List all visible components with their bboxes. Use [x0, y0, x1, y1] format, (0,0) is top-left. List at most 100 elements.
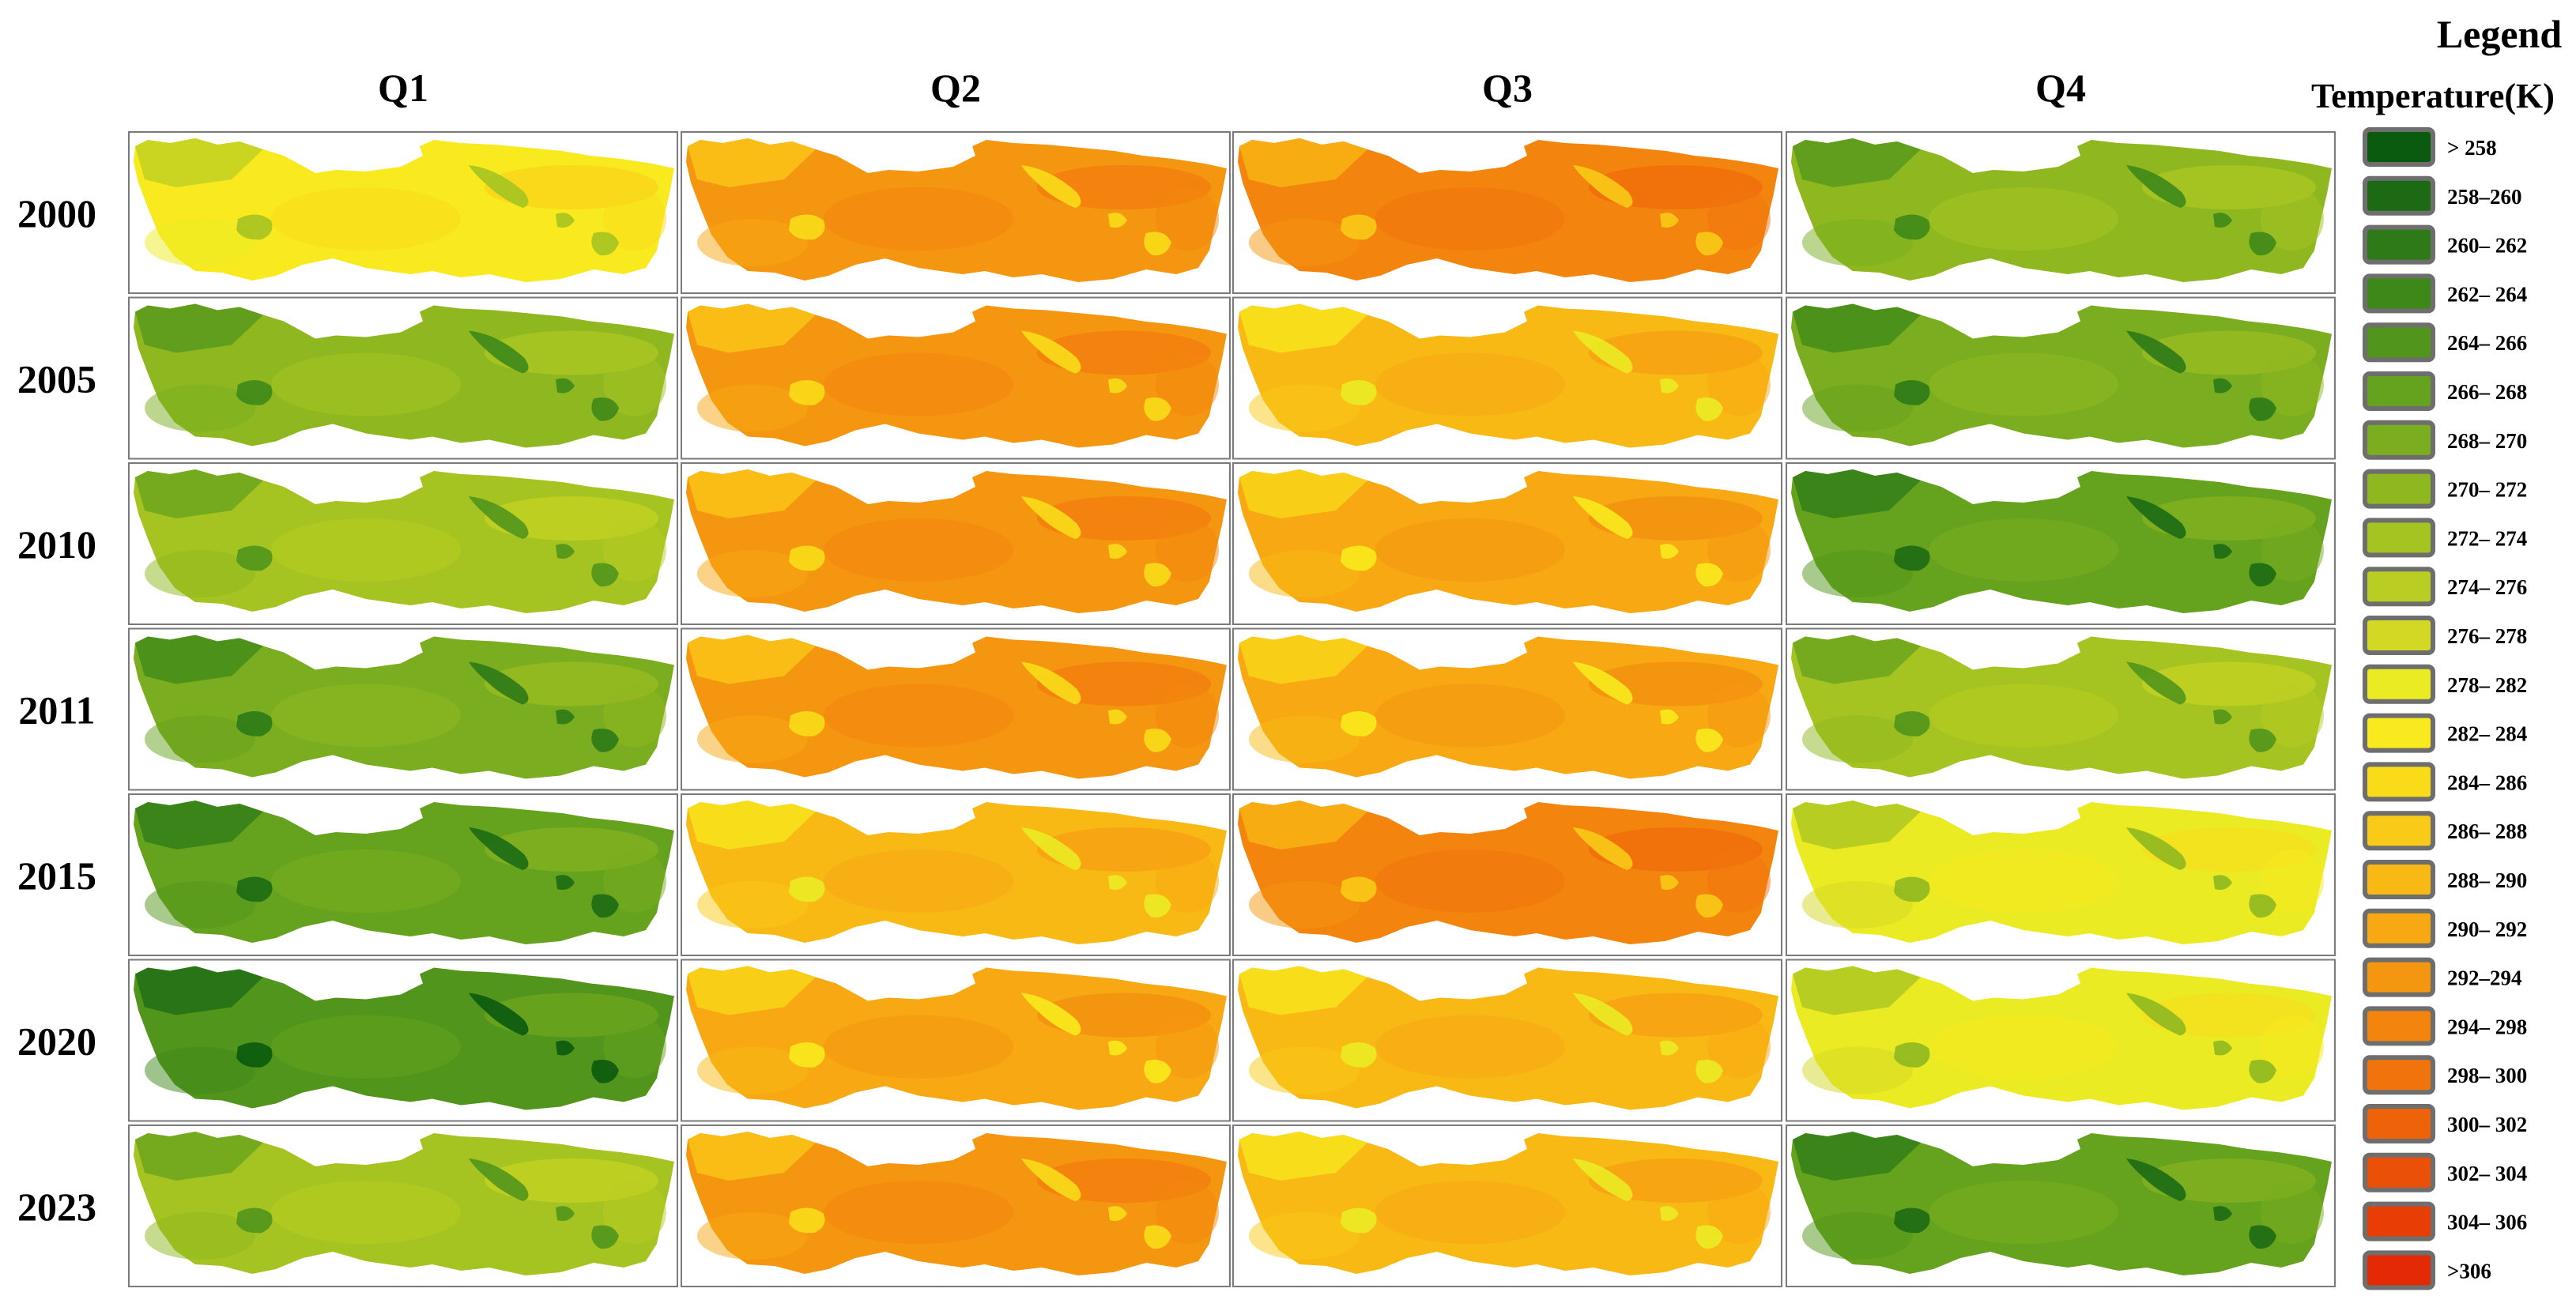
legend-swatch: [2363, 175, 2435, 216]
temperature-variation: [135, 303, 666, 432]
column-header-q1: Q1: [378, 66, 428, 110]
cool-feature: [2126, 330, 2186, 374]
legend-swatch: [2363, 908, 2435, 948]
cool-feature: [789, 1207, 825, 1234]
cool-feature: [1894, 1042, 1930, 1068]
temperature-variation: [1793, 635, 2324, 763]
cool-feature: [556, 1040, 575, 1056]
map-panel-2023-q3: [1232, 1125, 1782, 1287]
map-panel-2015-q1: [128, 793, 678, 956]
legend-item: >306: [2363, 1250, 2491, 1290]
legend-item: 304– 306: [2363, 1201, 2527, 1241]
legend-swatch: [2363, 1250, 2435, 1290]
legend-swatch: [2363, 1152, 2435, 1192]
legend-swatch: [2363, 1006, 2435, 1046]
cool-feature: [2249, 894, 2276, 918]
cool-feature: [236, 876, 273, 902]
cool-feature: [469, 1158, 529, 1201]
cool-feature: [2213, 544, 2232, 559]
map-panel-2005-q2: [681, 296, 1231, 460]
cool-feature: [591, 1060, 619, 1083]
map-panel-2000-q2: [681, 131, 1231, 294]
map-panel-2023-q2: [681, 1125, 1231, 1287]
temperature-variation: [1239, 635, 1771, 763]
legend-label: 286– 288: [2447, 819, 2527, 843]
legend-label: 260– 262: [2447, 234, 2527, 258]
legend-label: 290– 292: [2447, 917, 2527, 941]
legend-label: 272– 274: [2447, 526, 2527, 550]
cool-feature: [556, 1206, 575, 1221]
temperature-variation: [688, 801, 1219, 929]
legend-swatch: [2363, 567, 2435, 607]
cool-feature: [1021, 827, 1081, 870]
cool-feature: [1144, 563, 1171, 587]
cool-feature: [2126, 165, 2186, 208]
legend-swatch: [2363, 762, 2435, 802]
legend-label: 288– 290: [2447, 868, 2527, 892]
legend-label: 300– 302: [2447, 1113, 2527, 1136]
legend-item: 276– 278: [2363, 616, 2527, 655]
cool-feature: [1108, 213, 1127, 228]
cool-feature: [1894, 379, 1930, 405]
temperature-variation: [1793, 801, 2324, 929]
legend-item: 260– 262: [2363, 224, 2527, 265]
legend-swatch: [2363, 1055, 2435, 1095]
cool-feature: [2126, 993, 2186, 1036]
cool-feature: [1695, 729, 1723, 752]
temperature-variation: [1793, 138, 2324, 266]
column-header-q2: Q2: [930, 66, 981, 110]
row-label-2010: 2010: [17, 522, 96, 567]
cool-feature: [1341, 876, 1377, 902]
cool-feature: [2213, 875, 2232, 890]
cool-feature: [591, 894, 619, 918]
temperature-variation: [1793, 966, 2324, 1094]
map-panel-2000-q4: [1786, 131, 2336, 294]
cool-feature: [1144, 1060, 1171, 1083]
map-panel-2020-q1: [128, 959, 678, 1122]
legend-label: 278– 282: [2447, 673, 2527, 697]
map-panel-2020-q3: [1232, 959, 1782, 1122]
legend-item: 282– 284: [2363, 713, 2527, 753]
legend-swatch: [2363, 957, 2435, 997]
map-panel-2005-q3: [1232, 296, 1782, 460]
cool-feature: [789, 545, 825, 571]
legend-label: > 258: [2447, 136, 2497, 160]
cool-feature: [556, 544, 575, 559]
map-panel-2011-q1: [128, 627, 678, 791]
column-header-q3: Q3: [1482, 66, 1533, 110]
cool-feature: [2249, 232, 2276, 256]
legend-item: 278– 282: [2363, 664, 2527, 704]
cool-feature: [469, 165, 529, 208]
cool-feature: [1660, 213, 1679, 228]
legend-item: 272– 274: [2363, 518, 2527, 558]
legend-swatch: [2363, 860, 2435, 899]
map-panel-2010-q4: [1786, 462, 2336, 625]
cool-feature: [1144, 894, 1171, 918]
cool-feature: [2126, 496, 2186, 539]
map-panel-2010-q2: [681, 462, 1231, 625]
legend-label: 298– 300: [2447, 1064, 2527, 1087]
legend-swatch: [2363, 371, 2435, 411]
cool-feature: [1695, 563, 1723, 587]
cool-feature: [236, 710, 273, 736]
cool-feature: [1021, 330, 1081, 374]
cool-feature: [1573, 827, 1633, 870]
legend-swatch: [2363, 322, 2435, 363]
cool-feature: [1144, 232, 1171, 256]
legend-item: 302– 304: [2363, 1152, 2527, 1192]
cool-feature: [236, 545, 273, 571]
cool-feature: [1108, 1206, 1127, 1221]
cool-feature: [1660, 378, 1679, 394]
cool-feature: [789, 1042, 825, 1068]
map-panel-2015-q4: [1786, 793, 2336, 956]
cool-feature: [236, 1207, 273, 1234]
temperature-variation: [135, 966, 666, 1094]
cool-feature: [1695, 1225, 1723, 1249]
cool-feature: [1660, 1040, 1679, 1056]
map-panel-2005-q4: [1786, 296, 2336, 460]
cool-feature: [591, 563, 619, 587]
cool-feature: [591, 1225, 619, 1249]
cool-feature: [1108, 709, 1127, 725]
cool-feature: [1573, 1158, 1633, 1201]
